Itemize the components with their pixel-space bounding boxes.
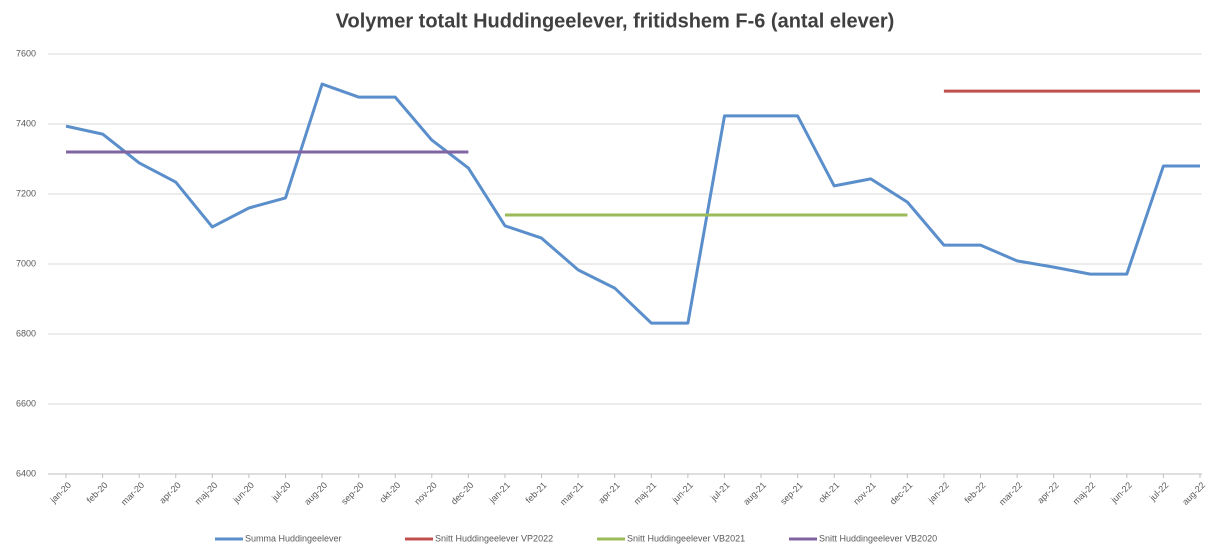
x-tick-label: sep-21	[778, 480, 805, 507]
y-tick-label: 7600	[16, 48, 36, 58]
legend-item: Summa Huddingeelever	[215, 533, 342, 543]
x-tick-label: sep-20	[339, 480, 366, 507]
x-tick-label: jul-20	[269, 480, 292, 503]
x-tick-label: apr-22	[1035, 480, 1060, 505]
x-tick-label: feb-21	[524, 480, 549, 505]
x-tick-label: jul-22	[1147, 480, 1170, 503]
y-tick-label: 6400	[16, 468, 36, 478]
x-tick-label: maj-21	[632, 480, 659, 507]
legend-item: Snitt Huddingeelever VP2022	[405, 533, 553, 543]
x-tick-label: mar-22	[997, 480, 1024, 507]
x-tick-label: nov-21	[851, 480, 878, 507]
legend-label: Snitt Huddingeelever VB2021	[627, 533, 745, 543]
legend-label: Snitt Huddingeelever VP2022	[435, 533, 553, 543]
x-tick-label: aug-20	[302, 480, 329, 507]
y-tick-label: 7400	[16, 118, 36, 128]
y-tick-label: 6600	[16, 398, 36, 408]
x-tick-label: maj-20	[193, 480, 220, 507]
legend-label: Snitt Huddingeelever VB2020	[819, 533, 937, 543]
x-tick-label: okt-21	[817, 480, 842, 505]
x-tick-label: maj-22	[1071, 480, 1098, 507]
x-tick-label: apr-21	[596, 480, 621, 505]
x-tick-label: jun-21	[669, 480, 694, 505]
x-tick-label: jan-21	[487, 480, 512, 505]
x-tick-label: dec-21	[888, 480, 915, 507]
legend-label: Summa Huddingeelever	[245, 533, 342, 543]
x-tick-label: jun-22	[1108, 480, 1133, 505]
x-tick-label: jul-21	[708, 480, 731, 503]
x-tick-label: jan-20	[48, 480, 73, 505]
y-tick-label: 7000	[16, 258, 36, 268]
x-tick-label: nov-20	[412, 480, 439, 507]
x-tick-label: jun-20	[231, 480, 256, 505]
x-tick-label: jan-22	[926, 480, 951, 505]
chart-title: Volymer totalt Huddingeelever, fritidshe…	[336, 10, 895, 32]
x-tick-label: aug-21	[741, 480, 768, 507]
x-tick-label: feb-20	[85, 480, 110, 505]
x-tick-label: dec-20	[449, 480, 476, 507]
x-tick-label: mar-21	[558, 480, 585, 507]
x-tick-label: feb-22	[962, 480, 987, 505]
y-tick-label: 7200	[16, 188, 36, 198]
legend-item: Snitt Huddingeelever VB2021	[597, 533, 745, 543]
series-line	[65, 82, 1200, 325]
y-tick-label: 6800	[16, 328, 36, 338]
legend-item: Snitt Huddingeelever VB2020	[789, 533, 937, 543]
x-tick-label: okt-20	[378, 480, 403, 505]
x-tick-label: apr-20	[157, 480, 182, 505]
x-tick-label: mar-20	[119, 480, 146, 507]
x-tick-label: aug-22	[1180, 480, 1206, 507]
